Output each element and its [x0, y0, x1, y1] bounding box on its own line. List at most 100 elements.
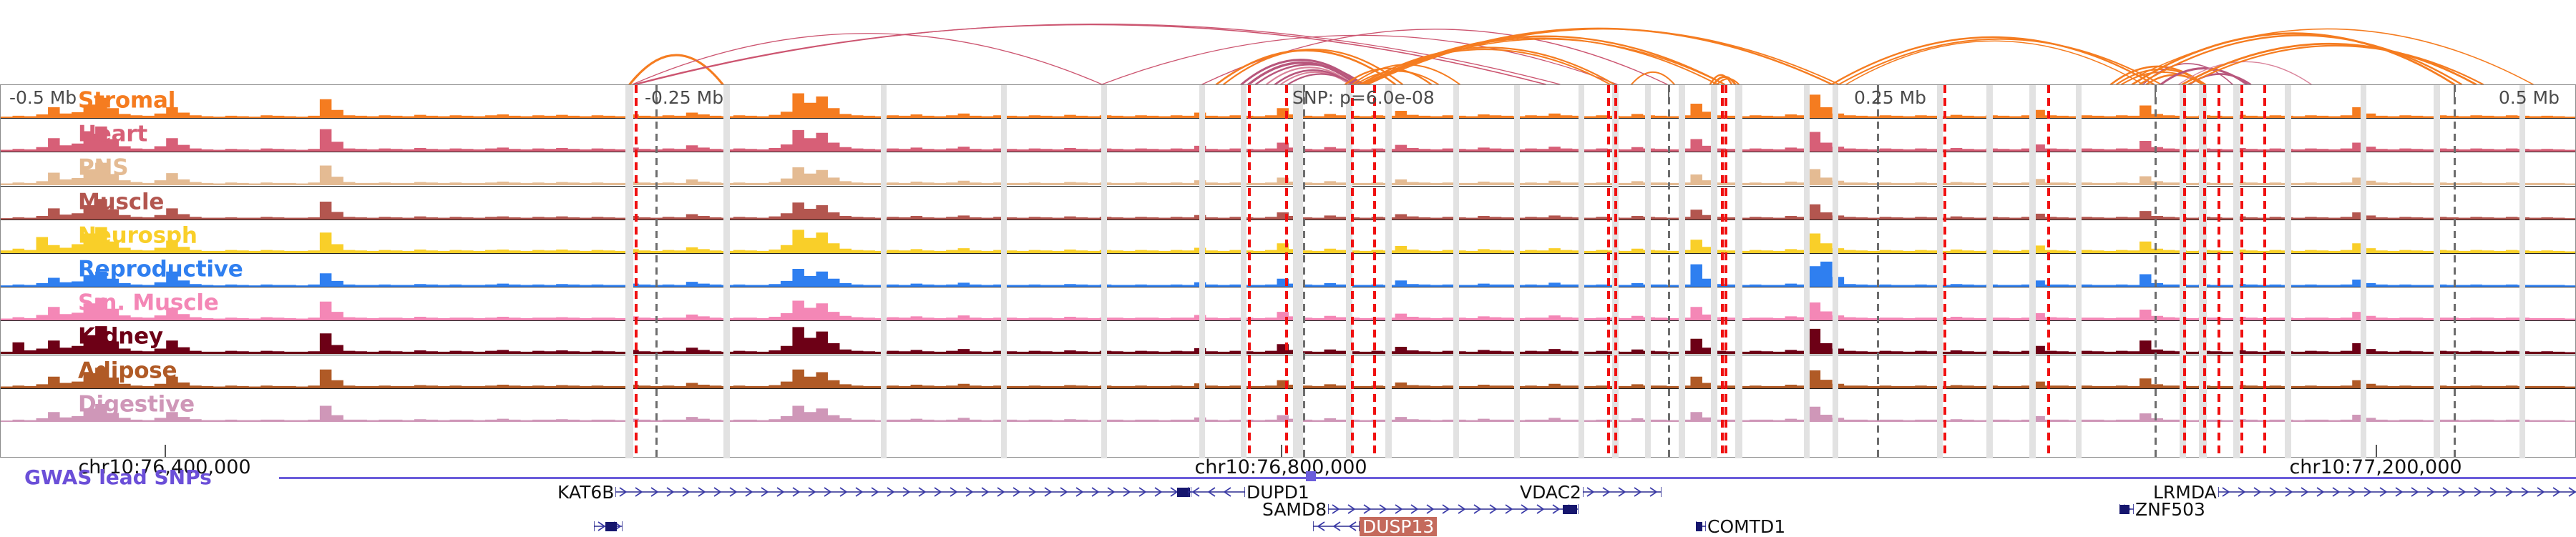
loop-arc	[1367, 28, 1840, 84]
loop-arc	[628, 54, 724, 84]
gene-body	[1328, 501, 1579, 518]
coordinate-tick	[1281, 445, 1282, 457]
signal-plot	[1, 220, 2575, 253]
signal-track-adipose[interactable]: Adipose	[1, 355, 2575, 389]
loop-arc	[1360, 46, 1616, 84]
signal-plot	[1, 119, 2575, 152]
loop-arc	[1712, 75, 1737, 84]
axis-tick-label: 0.5 Mb	[2498, 87, 2560, 108]
signal-area	[1, 326, 2575, 355]
gene-label: SAMD8	[1262, 498, 1327, 520]
loop-arc	[1344, 67, 1433, 84]
signal-track-neurosph[interactable]: Neurosph	[1, 220, 2575, 254]
loop-arc	[1247, 61, 1357, 84]
signal-plot	[1, 321, 2575, 355]
gene-body	[1313, 518, 1360, 535]
signal-area	[1, 227, 2575, 253]
signal-track-sm-muscle[interactable]: Sm. Muscle	[1, 287, 2575, 322]
gene-body	[594, 518, 623, 535]
signal-area	[1, 403, 2575, 422]
signal-area	[1, 367, 2575, 388]
loop-arc	[1845, 40, 2144, 84]
loop-arc	[1364, 35, 1726, 84]
loop-arc	[2121, 28, 2534, 84]
loop-arc	[2138, 34, 2463, 84]
axis-tick-label: -0.25 Mb	[645, 87, 724, 108]
chromatin-loop-arc-panel	[0, 0, 2576, 84]
gene-kat6b[interactable]: KAT6B	[556, 481, 1192, 503]
gene-label: LRMDA	[2153, 481, 2217, 503]
loop-arc	[2187, 44, 2484, 84]
gene-vdac2[interactable]: VDAC2	[1518, 483, 1662, 501]
loop-arc	[1101, 34, 1618, 84]
gwas-axis-line	[279, 477, 2576, 479]
signal-plot	[1, 254, 2575, 287]
coordinate-tick	[165, 445, 166, 457]
coordinate-tick	[2376, 445, 2377, 457]
gene-body	[1582, 483, 1662, 501]
loop-arc	[1254, 64, 1365, 84]
signal-track-muscle[interactable]: Muscle	[1, 186, 2575, 220]
axis-tick-label: SNP: p=6.0e-08	[1292, 87, 1435, 108]
loop-arc	[1838, 38, 2162, 84]
gene-label: VDAC2	[1520, 481, 1581, 503]
signal-area	[1, 297, 2575, 321]
signal-track-stromal[interactable]: Stromal -0.5 Mb -0.25 Mb SNP: p=6.0e-08 0.25…	[1, 85, 2575, 119]
loop-arc	[1716, 77, 1740, 84]
gene-label: KAT6B	[557, 481, 615, 503]
loop-arc	[632, 33, 1103, 84]
coordinate-axis: chr10:76,400,000 chr10:76,800,000 chr10:77…	[0, 445, 2576, 486]
gene-body	[2119, 501, 2134, 518]
loop-arc	[633, 24, 1546, 84]
signal-track-reproductive[interactable]: Reproductive	[1, 253, 2575, 288]
signal-track-pns[interactable]: PNS	[1, 152, 2575, 187]
gene-label: DUPD1	[1246, 481, 1309, 503]
signal-area	[1, 163, 2575, 186]
gene-body	[2218, 483, 2576, 501]
gene-dupd1[interactable]: DUPD1	[1188, 483, 1311, 501]
gene-lrmda[interactable]: LRMDA	[2152, 483, 2576, 501]
loop-arc	[2178, 61, 2312, 84]
gwas-lead-snp-marker[interactable]	[1306, 471, 1316, 481]
loop-arc	[1709, 74, 1733, 84]
signal-track-heart[interactable]: Heart	[1, 119, 2575, 153]
loop-arc	[1287, 73, 1355, 84]
gene-annotation-track: KAT6B DUPD1 VDAC2 LRMDA SAMD8 ZNF503 DUSP13 COM…	[0, 483, 2576, 536]
gene-row: SAMD8 ZNF503	[0, 501, 2576, 518]
signal-plot	[1, 152, 2575, 186]
signal-area	[1, 261, 2575, 287]
gene-label: ZNF503	[2135, 498, 2205, 520]
gene-comtd1[interactable]: COMTD1	[1696, 518, 1787, 536]
gwas-lead-snp-row: GWAS lead SNPs	[0, 465, 2576, 489]
signal-plot	[1, 187, 2575, 220]
loop-arc	[636, 24, 1561, 84]
signal-track-kidney[interactable]: Kidney	[1, 321, 2575, 355]
signal-track-digestive[interactable]: Digestive	[1, 388, 2575, 423]
loop-arc	[1631, 72, 1675, 84]
loop-arc	[1830, 36, 2155, 84]
gwas-lead-snps-label: GWAS lead SNPs	[24, 465, 212, 489]
gene-kat6b[interactable]	[594, 518, 623, 535]
signal-plot	[1, 355, 2575, 388]
signal-area	[1, 127, 2575, 152]
gene-samd8[interactable]: SAMD8	[1261, 501, 1579, 518]
gene-row: DUSP13 COMTD1	[0, 516, 2576, 536]
coordinate-label: chr10:76,400,000	[78, 456, 251, 478]
gene-body	[615, 483, 1192, 501]
gene-dusp13[interactable]: DUSP13	[1313, 516, 1438, 536]
gene-body	[1188, 483, 1245, 501]
signal-plot	[1, 85, 2575, 118]
gene-row: KAT6B DUPD1 VDAC2 LRMDA	[0, 483, 2576, 501]
gene-znf503[interactable]: ZNF503	[2119, 501, 2207, 518]
signal-track-panel: Stromal -0.5 Mb -0.25 Mb SNP: p=6.0e-08 0.25…	[0, 84, 2576, 458]
signal-area	[1, 93, 2575, 118]
loop-arc	[1280, 71, 1350, 84]
signal-area	[1, 198, 2575, 220]
loop-arc	[2181, 42, 2477, 84]
axis-tick-label: -0.5 Mb	[9, 87, 77, 108]
coordinate-label: chr10:76,800,000	[1194, 456, 1367, 478]
axis-tick-label: 0.25 Mb	[1854, 87, 1927, 108]
signal-plot	[1, 287, 2575, 321]
gene-body	[1696, 518, 1706, 535]
